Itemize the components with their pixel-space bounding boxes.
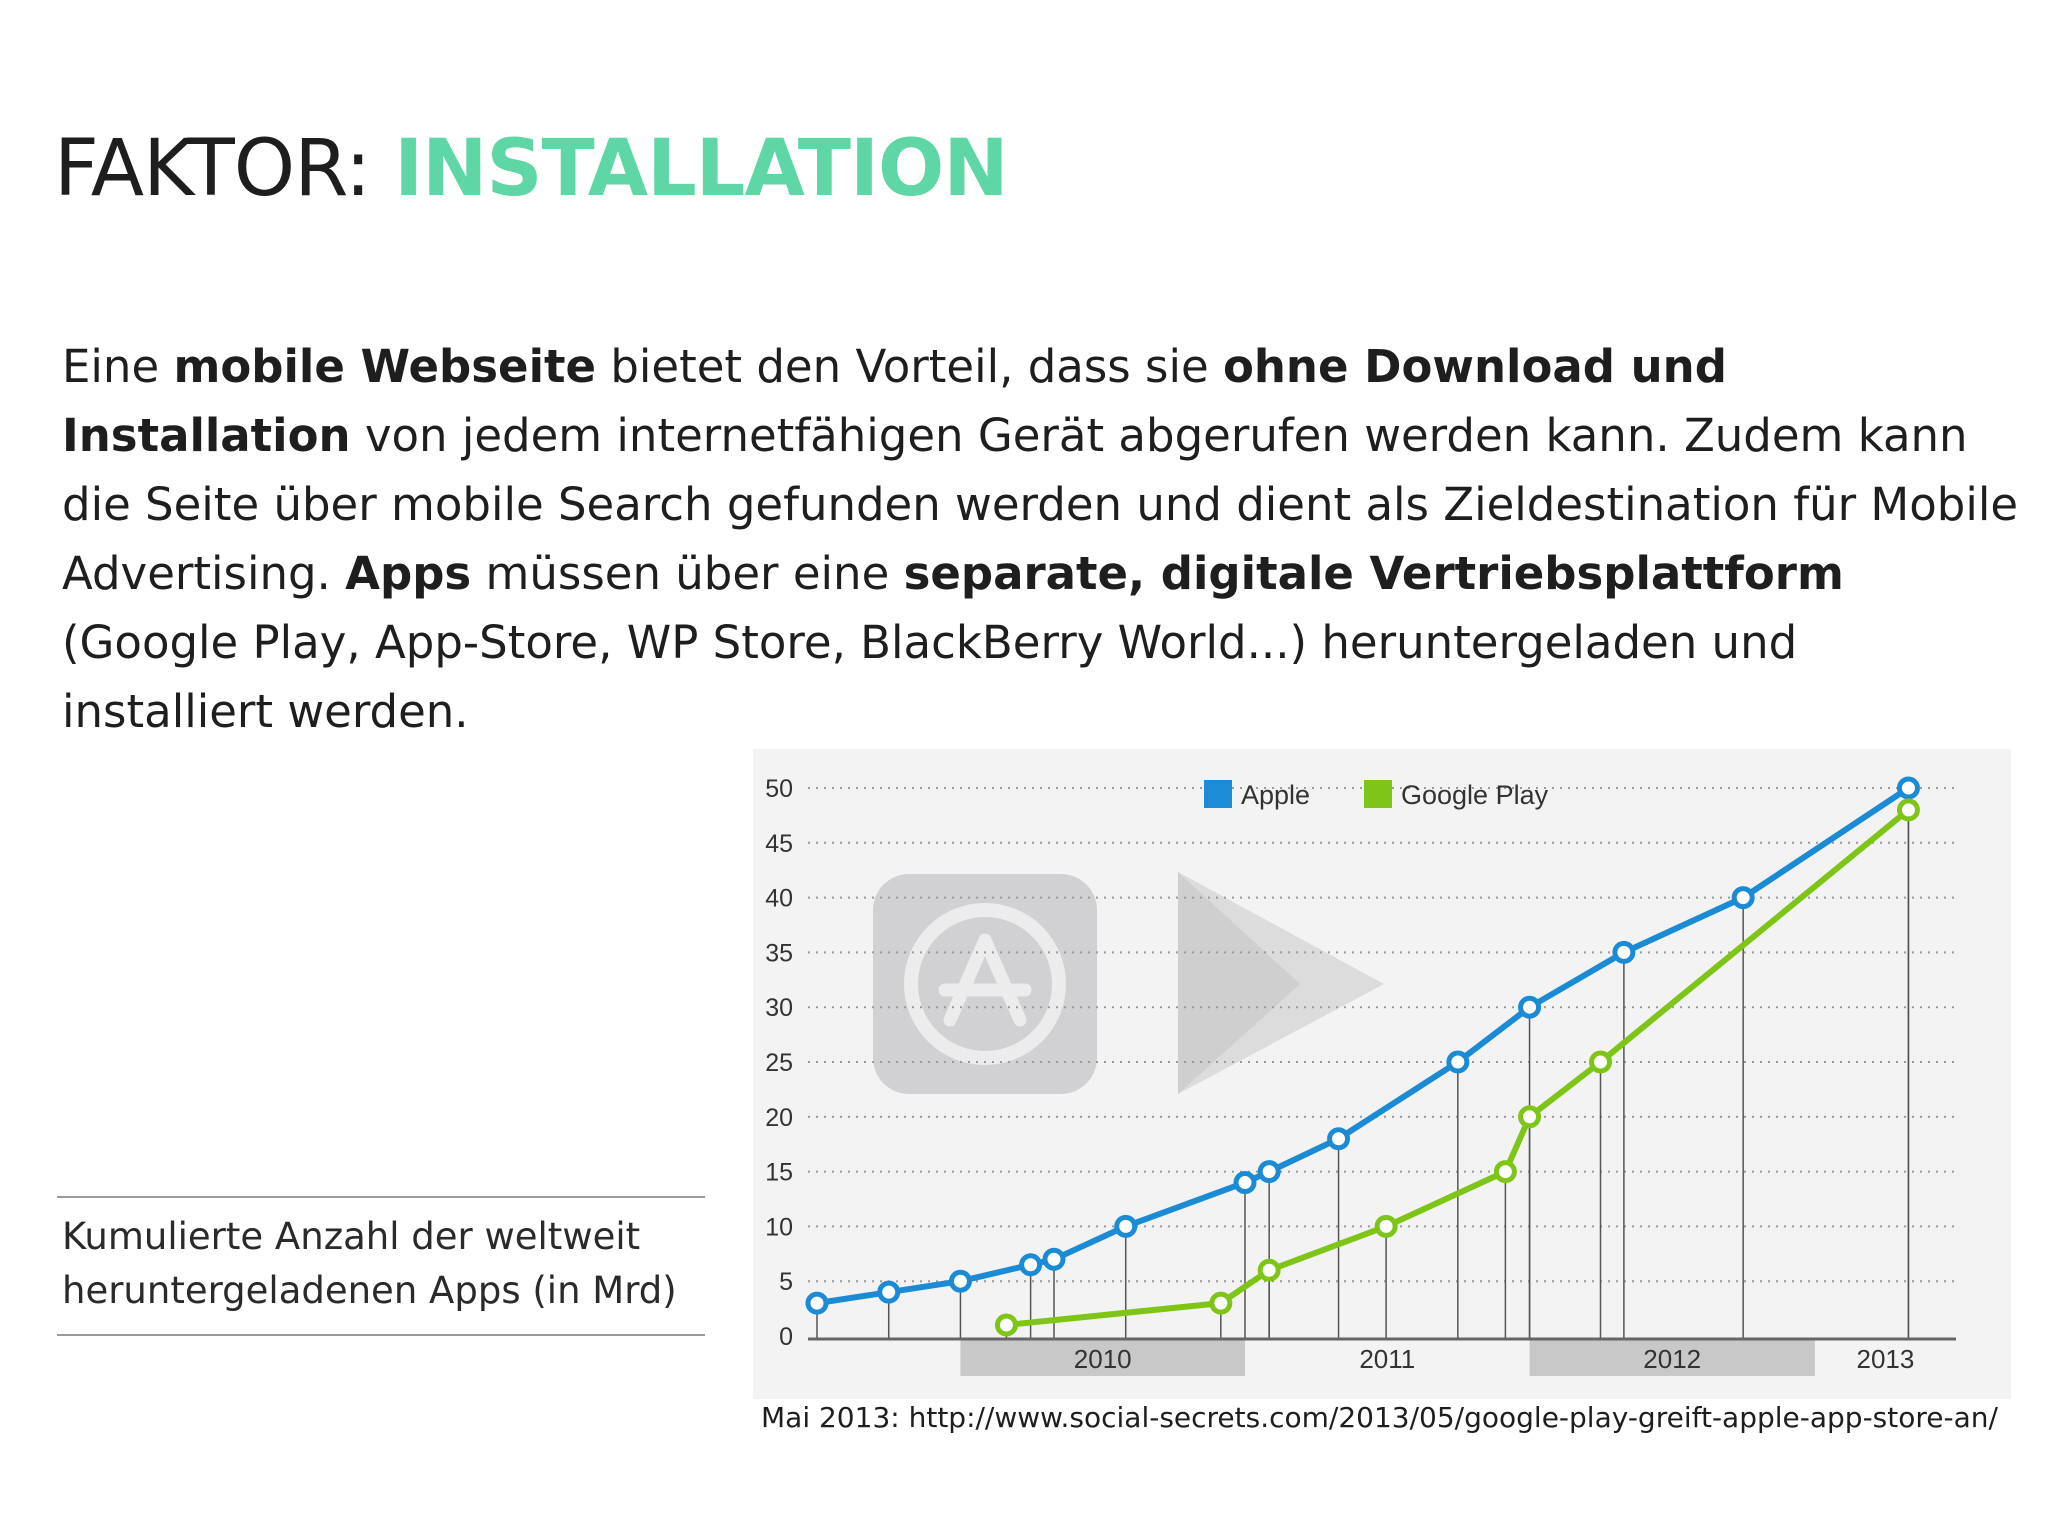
chart-legend: Apple Google Play [1204, 780, 1549, 810]
caption-bottom-rule [57, 1334, 705, 1336]
y-tick-label: 45 [765, 830, 793, 858]
legend-swatch [1204, 780, 1232, 808]
data-point [1518, 1105, 1542, 1129]
x-axis-bands [960, 1340, 1815, 1376]
slide-title: FAKTOR: INSTALLATION [54, 130, 1009, 208]
data-point [1374, 1214, 1398, 1238]
app-store-icon-ring [904, 903, 1066, 1065]
data-point [1257, 1258, 1281, 1282]
series-apple [805, 776, 1920, 1315]
y-tick-label: 35 [765, 939, 793, 967]
title-prefix: FAKTOR: [54, 124, 395, 214]
body-paragraph: Eine mobile Webseite bietet den Vorteil,… [62, 332, 2022, 746]
body-emphasis: separate, digitale Vertriebsplattform [903, 547, 1844, 600]
title-accent: INSTALLATION [394, 124, 1009, 214]
data-point [1731, 886, 1755, 910]
data-point [1896, 776, 1920, 800]
data-point [1019, 1253, 1043, 1277]
point-drop-lines [816, 788, 1910, 1339]
x-tick-label: 2012 [1643, 1344, 1701, 1374]
data-point [1612, 940, 1636, 964]
chart-series [805, 776, 1920, 1337]
chart-caption: Kumulierte Anzahl der weltweit herunterg… [62, 1215, 677, 1312]
data-point [1209, 1291, 1233, 1315]
y-tick-label: 5 [779, 1268, 793, 1296]
x-tick-label: 2010 [1074, 1344, 1132, 1374]
legend-label: Google Play [1401, 780, 1549, 810]
x-band-2010 [960, 1340, 1246, 1376]
body-emphasis: Apps [345, 547, 472, 600]
data-point [1589, 1050, 1613, 1074]
data-point [948, 1269, 972, 1293]
google-play-icon-inner [1178, 872, 1300, 1094]
body-text-run: (Google Play, App-Store, WP Store, Black… [62, 616, 1798, 738]
y-tick-labels: 0 5 10 15 20 25 30 35 40 45 50 [765, 775, 793, 1351]
body-emphasis: mobile Webseite [173, 340, 597, 393]
y-tick-label: 20 [765, 1104, 793, 1132]
legend-label: Apple [1241, 780, 1310, 810]
x-band-2012 [1529, 1340, 1815, 1376]
series-line [816, 785, 1911, 1307]
y-tick-label: 40 [765, 885, 793, 913]
x-tick-labels: 2010 2011 2012 2013 [1074, 1344, 1915, 1374]
data-point [1493, 1160, 1517, 1184]
data-point [1114, 1214, 1138, 1238]
app-store-icon-glyph [938, 933, 1032, 1027]
data-point [1518, 995, 1542, 1019]
x-tick-label: 2013 [1857, 1344, 1915, 1374]
body-text-run: von jedem internetfähigen Gerät abgerufe… [62, 409, 2019, 600]
y-tick-label: 0 [779, 1323, 793, 1351]
y-tick-label: 10 [765, 1213, 793, 1241]
series-google-play [994, 798, 1920, 1337]
data-point [805, 1291, 829, 1315]
body-text-run: bietet den Vorteil, dass sie [596, 340, 1223, 393]
x-tick-label: 2011 [1359, 1344, 1415, 1374]
body-emphasis: ohne Download und Installation [62, 340, 1727, 462]
data-point [1896, 798, 1920, 822]
data-point [1327, 1127, 1351, 1151]
y-tick-label: 30 [765, 994, 793, 1022]
y-tick-label: 25 [765, 1049, 793, 1077]
data-point [877, 1280, 901, 1304]
source-citation: Mai 2013: http://www.social-secrets.com/… [761, 1401, 1998, 1434]
body-text-run: Eine [62, 340, 174, 393]
data-point [1257, 1160, 1281, 1184]
legend-swatch [1364, 780, 1392, 808]
store-logos-watermark [873, 872, 1384, 1094]
data-point [1446, 1050, 1470, 1074]
caption-top-rule [57, 1196, 705, 1198]
data-point [1233, 1171, 1257, 1195]
data-point [994, 1313, 1018, 1337]
y-tick-label: 15 [765, 1159, 793, 1187]
data-point [1042, 1247, 1066, 1271]
y-tick-label: 50 [765, 775, 793, 803]
body-text-run: müssen über eine [471, 547, 904, 600]
